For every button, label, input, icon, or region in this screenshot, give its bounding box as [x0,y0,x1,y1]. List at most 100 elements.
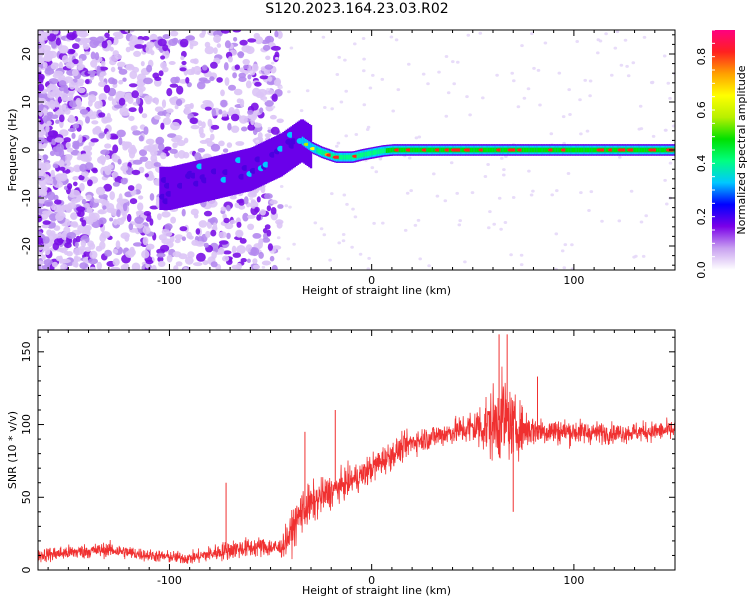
heatmap-cell [162,34,171,40]
heatmap-cell [644,214,648,218]
heatmap-cell [166,254,173,263]
heatmap-cell [66,232,77,239]
heatmap-cell [503,147,507,153]
heatmap-cell [341,239,346,243]
heatmap-cell [444,148,451,152]
heatmap-cell [226,142,233,149]
heatmap-cell [39,104,44,111]
heatmap-cell [526,87,531,91]
heatmap-cell [71,132,76,139]
heatmap-cell [189,43,194,50]
heatmap-cell [137,195,144,200]
heatmap-cell [628,148,635,152]
heatmap-cell [287,90,291,94]
heatmap-cell [385,148,389,153]
heatmap-cell [517,148,524,152]
heatmap-cell [334,155,341,159]
heatmap-cell [168,38,178,47]
heatmap-cell [276,118,284,124]
heatmap-cell [562,266,567,270]
heatmap-cell [245,46,255,55]
heatmap-cell [51,90,61,98]
heatmap-cell [484,147,487,153]
heatmap-cell [589,190,594,194]
heatmap-cell [143,211,152,216]
heatmap-cell [202,64,208,71]
heatmap-cell [87,216,94,225]
heatmap-cell [671,124,675,128]
heatmap-cell [272,137,275,181]
heatmap-cell [112,248,119,254]
snr-y-tick-label: 0 [20,567,33,574]
heatmap-cell [155,136,165,145]
heatmap-cell [314,146,317,152]
heatmap-cell [104,249,112,257]
heatmap-cell [59,114,65,123]
heatmap-cell [218,240,229,245]
heatmap-cell [144,160,154,170]
heatmap-cell [124,94,130,102]
heatmap-cell [432,172,436,176]
heatmap-cell [362,103,367,107]
heatmap-cell [207,199,218,208]
heatmap-cell [154,97,159,106]
heatmap-cell [97,198,107,204]
heatmap-cell [185,77,190,84]
heatmap-cell [84,224,92,232]
heatmap-cell [246,258,251,263]
heatmap-cell [529,193,534,197]
heatmap-cell [502,173,506,177]
heatmap-cell [226,204,231,210]
heatmap-cell [222,255,230,262]
heatmap-cell [142,236,149,246]
heatmap-cell [511,196,516,199]
heatmap-cell [264,224,271,230]
heatmap-cell [259,143,262,187]
heatmap-cell [177,150,186,159]
heatmap-cell [203,242,209,248]
heatmap-cell [659,147,662,153]
heatmap-cell [116,129,126,138]
heatmap-cell [203,210,213,217]
heatmap-cell [288,127,292,171]
heatmap-cell [145,259,154,265]
heatmap-cell [111,153,118,162]
heatmap-cell [134,216,144,224]
heatmap-cell [239,39,248,46]
heatmap-cell [198,220,208,228]
heatmap-cell [51,40,57,49]
heatmap-cell [191,66,195,75]
heatmap-cell [237,150,240,194]
heatmap-cell [236,262,242,270]
heatmap-cell [233,37,238,42]
heatmap-cell [162,117,172,125]
heatmap-cell [239,238,247,244]
heatmap-cell [639,127,644,131]
heatmap-cell [211,108,217,117]
heatmap-cell [38,122,46,127]
heatmap-cell [89,266,97,270]
heatmap-cell [109,191,115,201]
heatmap-cell [146,64,153,73]
heatmap-cell [528,147,531,153]
heatmap-cell [241,126,248,132]
heatmap-cell [570,147,573,153]
heatmap-cell [455,148,462,152]
heatmap-cell [403,147,406,153]
heatmap-cell [111,98,117,106]
heatmap-cell [169,30,179,37]
heatmap-cell [461,147,465,153]
heatmap-cell [220,154,224,198]
heatmap-cell [625,64,629,68]
heatmap-cell [122,144,129,151]
heatmap-cell [434,148,441,152]
heatmap-cell [536,68,541,72]
heatmap-cell [112,31,123,37]
heatmap-cell [366,267,371,270]
heatmap-cell [354,133,359,136]
heatmap-cell [335,144,339,148]
heatmap-cell [662,54,667,58]
heatmap-cell [169,83,179,88]
heatmap-cell [74,241,79,248]
heatmap-cell [555,189,559,193]
